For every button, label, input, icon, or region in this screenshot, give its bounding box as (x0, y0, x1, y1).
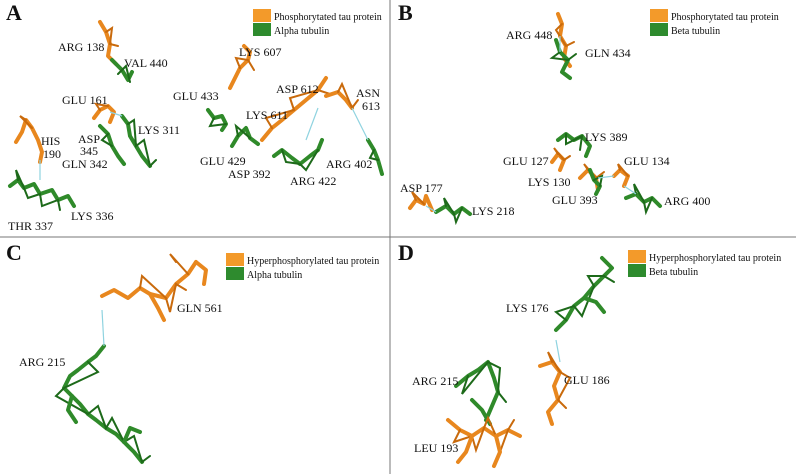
residue-label: ARG 402 (326, 157, 372, 171)
residue-arg-215 (54, 344, 151, 464)
residue-label: 345 (80, 144, 98, 158)
residue-label: ASP (78, 132, 100, 146)
residue-label: ASN (356, 86, 380, 100)
residue-label: ARG 215 (19, 355, 65, 369)
legend-label: Beta tubulin (649, 267, 698, 278)
residue-label: GLU 429 (200, 154, 246, 168)
residue-lys-218 (434, 197, 472, 226)
hbond-line (555, 339, 561, 363)
panel-d: D Hyperphosphorylated tau protein Beta t… (398, 240, 781, 468)
residue-lys-611 (230, 123, 260, 148)
residue-label: THR 337 (8, 219, 53, 233)
legend-label: Beta tubulin (671, 26, 720, 37)
legend-swatch-tubulin (253, 23, 271, 36)
legend-swatch-phospho (253, 9, 271, 22)
legend-swatch-tubulin (226, 267, 244, 280)
hbond-line (101, 309, 105, 347)
residue-label: HIS (41, 134, 60, 148)
residue-label: GLU 393 (552, 193, 598, 207)
residue-label: GLU 186 (564, 373, 610, 387)
residue-arg-422 (272, 138, 324, 172)
residue-label: ASP 392 (228, 167, 271, 181)
panel-letter: D (398, 240, 414, 265)
residue-label: GLN 561 (177, 301, 223, 315)
residue-label: LEU 193 (414, 441, 458, 455)
residue-his-190 (14, 115, 44, 164)
residue-arg-400 (624, 183, 662, 216)
residue-label: ARG 215 (412, 374, 458, 388)
hbond-line (109, 111, 123, 117)
legend-label: Phosphorytated tau protein (274, 12, 382, 23)
residue-label: GLU 433 (173, 89, 219, 103)
residue-gln-561 (100, 253, 208, 322)
residue-thr-337-lys-336 (8, 169, 76, 211)
residue-label: GLU 161 (62, 93, 108, 107)
panel-a: A Phosphorytated tau protein Alpha tubul… (6, 0, 384, 233)
residue-leu-193 (446, 415, 522, 468)
residue-glu-393 (588, 168, 604, 196)
residue-label: LYS 336 (71, 209, 113, 223)
legend-label: Alpha tubulin (274, 26, 329, 37)
residue-lys-607 (228, 44, 255, 90)
hbond-line (305, 107, 319, 141)
residue-label: GLU 134 (624, 154, 670, 168)
residue-label: GLN 434 (585, 46, 631, 60)
residue-label: GLN 342 (62, 157, 108, 171)
residue-arg-402 (366, 138, 384, 176)
residue-glu-127 (550, 147, 571, 172)
residue-asp-177 (408, 191, 434, 212)
legend-swatch-phospho (628, 250, 646, 263)
residue-label: LYS 611 (246, 108, 288, 122)
residue-label: ARG 448 (506, 28, 552, 42)
panel-c: C Hyperphosphorylated tau protein Alpha … (6, 240, 379, 464)
residue-glu-134 (612, 163, 630, 188)
residue-lys-389 (556, 132, 592, 158)
residue-arg-138 (98, 20, 134, 83)
residue-lys-176 (553, 256, 615, 332)
legend-label: Hyperphosphorylated tau protein (649, 253, 781, 264)
legend-swatch-phospho (650, 9, 668, 22)
legend-swatch-tubulin (650, 23, 668, 36)
residue-asp-612-asn-613 (260, 76, 359, 142)
residue-label: GLU 127 (503, 154, 549, 168)
residue-label: ASP 177 (400, 181, 443, 195)
hbond-line (351, 107, 369, 141)
hbond-line (623, 185, 637, 195)
residue-label: LYS 607 (239, 45, 281, 59)
legend-swatch-tubulin (628, 264, 646, 277)
residue-label: ARG 138 (58, 40, 104, 54)
residue-label: ARG 400 (664, 194, 710, 208)
residue-arg-448-gln-434 (549, 12, 577, 80)
residue-label: LYS 311 (138, 123, 180, 137)
residue-label: VAL 440 (124, 56, 168, 70)
panel-letter: A (6, 0, 22, 25)
panel-letter: B (398, 0, 413, 25)
residue-glu-161 (92, 102, 116, 124)
legend-label: Alpha tubulin (247, 270, 302, 281)
residue-label: 613 (362, 99, 380, 113)
residue-arg-215 (454, 360, 507, 426)
residue-lys-311-cluster (98, 114, 157, 168)
residue-label: ARG 422 (290, 174, 336, 188)
residue-label: 190 (43, 147, 61, 161)
legend-label: Phosphorytated tau protein (671, 12, 779, 23)
legend-swatch-phospho (226, 253, 244, 266)
residue-glu-186 (538, 351, 572, 426)
panel-b: B Phosphorytated tau protein Beta tubuli… (398, 0, 779, 226)
residue-label: LYS 218 (472, 204, 514, 218)
hbond-line (597, 175, 615, 179)
residue-label: ASP 612 (276, 82, 319, 96)
residue-label: LYS 176 (506, 301, 548, 315)
residue-glu-433 (206, 108, 228, 132)
legend-label: Hyperphosphorylated tau protein (247, 256, 379, 267)
residue-label: LYS 389 (585, 130, 627, 144)
residue-label: LYS 130 (528, 175, 570, 189)
panel-letter: C (6, 240, 22, 265)
hbond-line (425, 205, 437, 213)
